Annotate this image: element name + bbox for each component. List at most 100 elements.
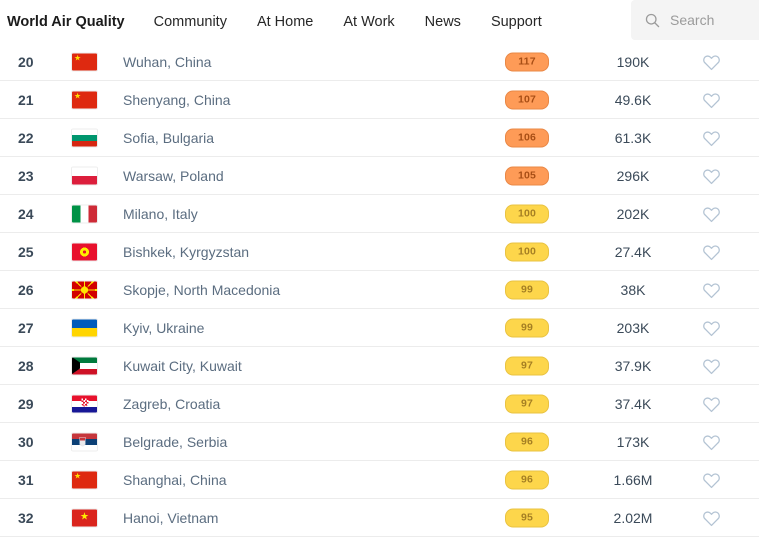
city-ranking-row[interactable]: 25 Bishkek, Kyrgyzstan 100 27.4K: [0, 233, 759, 271]
rank-number: 23: [18, 167, 34, 184]
ukraine-flag: [72, 319, 97, 336]
aqi-badge: 97: [505, 356, 549, 375]
kuwait-flag: [72, 357, 97, 374]
city-ranking-row[interactable]: 27 Kyiv, Ukraine 99 203K: [0, 309, 759, 347]
rank-number: 25: [18, 243, 34, 260]
city-link[interactable]: Skopje, North Macedonia: [123, 281, 281, 298]
followers-count: 61.3K: [614, 129, 652, 146]
top-navigation-bar: World Air Quality Community At Home At W…: [0, 0, 759, 43]
city-link[interactable]: Wuhan, China: [123, 53, 212, 70]
city-ranking-row[interactable]: 28 Kuwait City, Kuwait 97 37.9K: [0, 347, 759, 385]
rank-number: 24: [18, 205, 34, 222]
city-link[interactable]: Milano, Italy: [123, 205, 198, 222]
rank-number: 28: [18, 357, 34, 374]
heart-follow-button[interactable]: [702, 509, 721, 527]
followers-count: 202K: [616, 205, 650, 222]
italy-flag: [72, 205, 97, 222]
rank-number: 27: [18, 319, 34, 336]
china-flag: [72, 53, 97, 70]
rank-number: 31: [18, 471, 34, 488]
city-ranking-row[interactable]: 26 Skopje, North Macedonia 99 38K: [0, 271, 759, 309]
vietnam-flag: [72, 509, 97, 526]
heart-follow-button[interactable]: [702, 91, 721, 109]
followers-count: 296K: [616, 167, 650, 184]
city-ranking-row[interactable]: 32 Hanoi, Vietnam 95 2.02M: [0, 499, 759, 537]
city-link[interactable]: Belgrade, Serbia: [123, 433, 228, 450]
nav-item-at-work[interactable]: At Work: [343, 13, 395, 30]
city-ranking-row[interactable]: 24 Milano, Italy 100 202K: [0, 195, 759, 233]
kyrgyzstan-flag: [72, 243, 97, 260]
city-link[interactable]: Kuwait City, Kuwait: [123, 357, 242, 374]
nav-item-support[interactable]: Support: [490, 13, 542, 30]
city-link[interactable]: Sofia, Bulgaria: [123, 129, 215, 146]
heart-follow-button[interactable]: [702, 433, 721, 451]
aqi-badge: 100: [505, 204, 549, 223]
main-nav: Community At Home At Work News Support: [154, 14, 542, 30]
aqi-badge: 99: [505, 280, 549, 299]
heart-follow-button[interactable]: [702, 395, 721, 413]
city-link[interactable]: Warsaw, Poland: [123, 167, 224, 184]
followers-count: 203K: [616, 319, 650, 336]
followers-count: 190K: [616, 53, 650, 70]
city-link[interactable]: Bishkek, Kyrgyzstan: [123, 243, 250, 260]
nav-item-news[interactable]: News: [424, 13, 461, 30]
nav-item-at-home[interactable]: At Home: [256, 13, 314, 30]
city-link[interactable]: Shanghai, China: [123, 471, 227, 488]
rank-number: 22: [18, 129, 34, 146]
followers-count: 38K: [620, 281, 646, 298]
aqi-badge: 117: [505, 52, 549, 71]
brand-title[interactable]: World Air Quality: [7, 13, 125, 30]
aqi-badge: 100: [505, 242, 549, 261]
city-link[interactable]: Hanoi, Vietnam: [123, 509, 219, 526]
city-link[interactable]: Shenyang, China: [123, 91, 231, 108]
heart-follow-button[interactable]: [702, 357, 721, 375]
followers-count: 27.4K: [614, 243, 652, 260]
city-ranking-row[interactable]: 31 Shanghai, China 96 1.66M: [0, 461, 759, 499]
city-ranking-row[interactable]: 23 Warsaw, Poland 105 296K: [0, 157, 759, 195]
serbia-flag: [72, 433, 97, 450]
heart-follow-button[interactable]: [702, 205, 721, 223]
china-flag: [72, 471, 97, 488]
heart-follow-button[interactable]: [702, 167, 721, 185]
aqi-badge: 97: [505, 394, 549, 413]
followers-count: 37.4K: [614, 395, 652, 412]
city-ranking-row[interactable]: 30 Belgrade, Serbia 96 173K: [0, 423, 759, 461]
aqi-badge: 96: [505, 432, 549, 451]
followers-count: 37.9K: [614, 357, 652, 374]
north-macedonia-flag: [72, 281, 97, 298]
nav-item-community[interactable]: Community: [153, 13, 227, 30]
city-ranking-row[interactable]: 20 Wuhan, China 117 190K: [0, 43, 759, 81]
followers-count: 173K: [616, 433, 650, 450]
city-ranking-row[interactable]: 22 Sofia, Bulgaria 106 61.3K: [0, 119, 759, 157]
followers-count: 49.6K: [614, 91, 652, 108]
aqi-badge: 107: [505, 90, 549, 109]
aqi-badge: 96: [505, 470, 549, 489]
rank-number: 30: [18, 433, 34, 450]
followers-count: 1.66M: [613, 471, 653, 488]
heart-follow-button[interactable]: [702, 281, 721, 299]
city-ranking-list: 20 Wuhan, China 117 190K 21 Shenyang, Ch…: [0, 43, 759, 537]
rank-number: 21: [18, 91, 34, 108]
croatia-flag: [72, 395, 97, 412]
search-input[interactable]: [670, 12, 750, 28]
aqi-badge: 105: [505, 166, 549, 185]
city-link[interactable]: Zagreb, Croatia: [123, 395, 221, 412]
aqi-badge: 106: [505, 128, 549, 147]
heart-follow-button[interactable]: [702, 53, 721, 71]
aqi-badge: 95: [505, 508, 549, 527]
followers-count: 2.02M: [613, 509, 653, 526]
heart-follow-button[interactable]: [702, 471, 721, 489]
heart-follow-button[interactable]: [702, 243, 721, 261]
rank-number: 29: [18, 395, 34, 412]
rank-number: 20: [18, 53, 34, 70]
city-link[interactable]: Kyiv, Ukraine: [123, 319, 205, 336]
aqi-badge: 99: [505, 318, 549, 337]
rank-number: 32: [18, 509, 34, 526]
heart-follow-button[interactable]: [702, 129, 721, 147]
city-ranking-row[interactable]: 29 Zagreb, Croatia 97 37.4K: [0, 385, 759, 423]
search-box[interactable]: [631, 0, 759, 40]
heart-follow-button[interactable]: [702, 319, 721, 337]
rank-number: 26: [18, 281, 34, 298]
china-flag: [72, 91, 97, 108]
city-ranking-row[interactable]: 21 Shenyang, China 107 49.6K: [0, 81, 759, 119]
